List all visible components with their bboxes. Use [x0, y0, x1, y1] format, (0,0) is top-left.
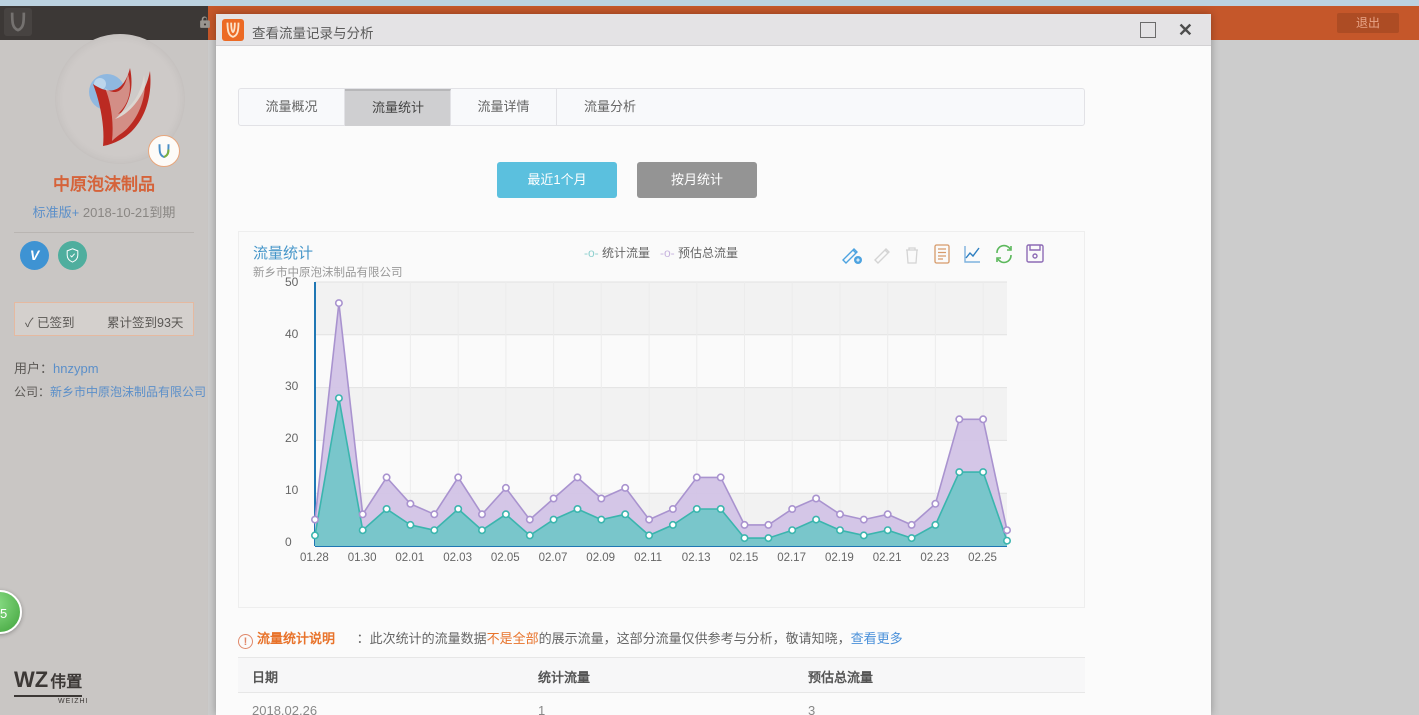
svg-text:流量统计说明: 流量统计说明 — [257, 631, 335, 646]
